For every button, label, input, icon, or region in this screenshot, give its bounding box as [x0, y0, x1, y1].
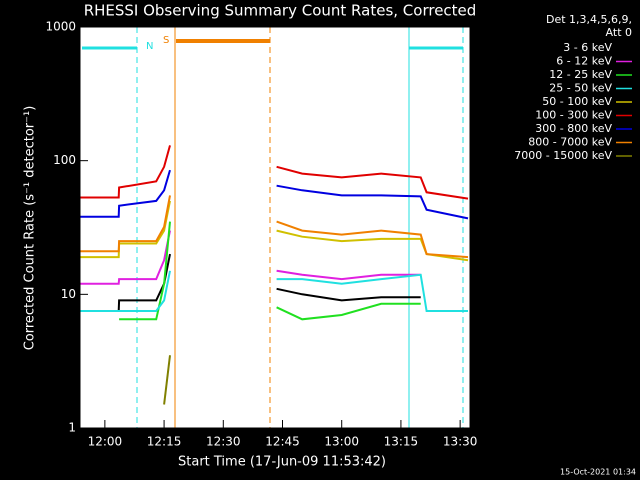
legend-label: 25 - 50 keV: [549, 82, 612, 95]
series-line: [80, 195, 469, 259]
y-axis-label: Corrected Count Rate (s⁻¹ detector⁻¹): [23, 106, 38, 351]
series-line: [80, 169, 469, 220]
plot-area: [80, 27, 470, 428]
x-axis-label: Start Time (17-Jun-09 11:53:42): [178, 455, 386, 470]
plot: [80, 145, 469, 405]
series-line: [80, 145, 469, 200]
footer: 15-Oct-2021 01:34: [560, 468, 636, 477]
plot-frame: [79, 26, 471, 429]
series-line: [80, 270, 468, 312]
x-tick-label: 12:00: [88, 435, 123, 449]
series-line: [80, 230, 421, 285]
x-tick-label: 12:45: [265, 435, 300, 449]
y-tick-label: 1000: [45, 20, 76, 34]
annotation: S: [163, 35, 169, 46]
x-tick-label: 13:30: [443, 435, 478, 449]
legend-label: 7000 - 15000 keV: [514, 149, 612, 162]
legend-label: 300 - 800 keV: [535, 122, 612, 135]
legend-label: 50 - 100 keV: [542, 95, 612, 108]
legend-label: 6 - 12 keV: [556, 55, 612, 68]
y-tick-label: 100: [53, 153, 76, 167]
legend-label: 800 - 7000 keV: [528, 136, 612, 149]
legend-title: Att 0: [606, 26, 632, 39]
x-tick-label: 12:30: [206, 435, 241, 449]
legend-label: 12 - 25 keV: [549, 68, 612, 81]
x-tick-label: 13:00: [324, 435, 359, 449]
series-line: [119, 221, 421, 321]
y-tick-label: 10: [61, 287, 76, 301]
legend-title: Det 1,3,4,5,6,9,: [546, 13, 632, 26]
legend-label: 3 - 6 keV: [563, 41, 612, 54]
x-tick-label: 13:15: [384, 435, 419, 449]
series-line: [163, 355, 171, 405]
chart-title: RHESSI Observing Summary Count Rates, Co…: [84, 2, 477, 20]
y-tick-label: 1: [68, 421, 76, 435]
legend-label: 100 - 300 keV: [535, 109, 612, 122]
annotation: N: [146, 41, 153, 52]
x-tick-label: 12:15: [147, 435, 182, 449]
